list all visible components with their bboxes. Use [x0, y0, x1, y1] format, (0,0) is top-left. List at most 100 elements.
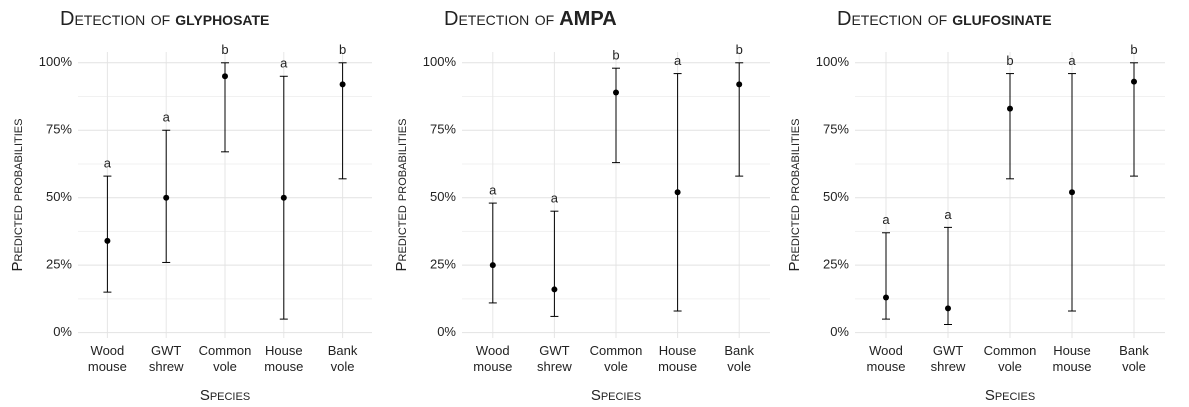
y-axis-label: Predicted probabilities: [786, 119, 803, 272]
x-tick-line: House: [659, 343, 697, 358]
x-tick-line: vole: [1122, 359, 1146, 374]
group-letter: b: [612, 48, 619, 63]
x-tick-label: Bank vole: [1119, 343, 1149, 374]
point: [1007, 105, 1013, 112]
x-tick-line: shrew: [149, 359, 184, 374]
x-tick-line: Wood: [91, 343, 125, 358]
group-letter: a: [280, 56, 288, 71]
group-letter: a: [489, 183, 497, 198]
y-tick-label: 75%: [823, 122, 849, 137]
x-tick-label: Bank vole: [328, 343, 358, 374]
x-tick-line: mouse: [473, 359, 512, 374]
point: [104, 237, 111, 244]
y-tick-label: 25%: [46, 257, 72, 272]
y-tick-label: 0%: [437, 324, 456, 339]
panel: Detection of glufosinate 0% 25% 50% 75% 100% Pr…: [786, 8, 1165, 404]
title-compound: glyphosate: [175, 8, 269, 30]
x-tick-line: mouse: [658, 359, 697, 374]
x-tick-label: Common vole: [199, 343, 252, 374]
x-tick-line: Common: [199, 343, 252, 358]
point: [883, 294, 889, 301]
x-tick-line: Wood: [869, 343, 903, 358]
x-tick-line: House: [1053, 343, 1091, 358]
y-tick-label: 50%: [430, 189, 456, 204]
x-tick-line: vole: [998, 359, 1022, 374]
x-tick-line: shrew: [537, 359, 572, 374]
title-text: Detection of: [60, 8, 170, 30]
x-tick-label: Common vole: [590, 343, 643, 374]
point: [339, 81, 346, 88]
y-axis-label: Predicted probabilities: [393, 119, 410, 272]
y-tick-label: 100%: [423, 54, 457, 69]
point: [613, 89, 619, 96]
point: [674, 189, 681, 196]
x-tick-line: Bank: [1119, 343, 1149, 358]
title-text: Detection of: [837, 8, 947, 30]
x-tick-label: GWT shrew: [931, 343, 966, 374]
x-axis-label: Species: [985, 387, 1035, 404]
x-tick-label: Wood mouse: [88, 343, 127, 374]
x-tick-line: GWT: [151, 343, 181, 358]
y-tick-label: 50%: [823, 189, 849, 204]
point: [1131, 78, 1137, 85]
x-axis-label: Species: [591, 387, 641, 404]
chart-title: Detection of glufosinate: [837, 8, 1052, 30]
group-letter: b: [221, 42, 228, 57]
x-tick-line: House: [265, 343, 303, 358]
group-letter: a: [163, 110, 171, 125]
point: [280, 194, 287, 201]
group-letter: a: [104, 156, 112, 171]
chart-title: Detection of AMPA: [444, 8, 617, 30]
group-letter: a: [674, 53, 682, 68]
y-axis-label: Predicted probabilities: [9, 119, 26, 272]
y-tick-label: 25%: [823, 257, 849, 272]
y-tick-label: 50%: [46, 189, 72, 204]
group-letter: b: [1006, 53, 1013, 68]
y-tick-label: 100%: [39, 54, 73, 69]
group-letter: a: [944, 207, 952, 222]
x-tick-label: House mouse: [658, 343, 697, 374]
x-axis-label: Species: [200, 387, 250, 404]
group-letter: a: [1068, 53, 1076, 68]
x-tick-line: shrew: [931, 359, 966, 374]
title-compound: AMPA: [559, 8, 616, 30]
x-tick-line: Common: [984, 343, 1037, 358]
x-tick-line: Bank: [724, 343, 754, 358]
point: [1069, 189, 1075, 196]
x-tick-label: House mouse: [264, 343, 303, 374]
x-tick-line: vole: [727, 359, 751, 374]
x-tick-line: vole: [213, 359, 237, 374]
group-letter: a: [882, 212, 890, 227]
point: [736, 81, 743, 88]
x-tick-label: GWT shrew: [537, 343, 572, 374]
x-tick-line: vole: [604, 359, 628, 374]
x-tick-label: Bank vole: [724, 343, 754, 374]
y-tick-label: 100%: [816, 54, 850, 69]
point: [489, 262, 496, 269]
x-tick-line: Bank: [328, 343, 358, 358]
y-tick-label: 25%: [430, 257, 456, 272]
y-tick-label: 75%: [46, 122, 72, 137]
point: [945, 305, 951, 312]
group-letter: b: [736, 42, 743, 57]
x-tick-label: Wood mouse: [866, 343, 905, 374]
y-tick-label: 75%: [430, 122, 456, 137]
x-tick-line: mouse: [88, 359, 127, 374]
x-tick-line: vole: [331, 359, 355, 374]
title-text: Detection of: [444, 8, 554, 30]
x-tick-line: Wood: [476, 343, 510, 358]
x-tick-line: mouse: [264, 359, 303, 374]
x-tick-line: mouse: [1052, 359, 1091, 374]
point: [163, 194, 170, 201]
group-letter: b: [339, 42, 346, 57]
x-tick-label: GWT shrew: [149, 343, 184, 374]
group-letter: a: [551, 191, 559, 206]
point: [222, 73, 228, 80]
y-tick-label: 0%: [830, 324, 849, 339]
x-tick-label: Common vole: [984, 343, 1037, 374]
x-tick-label: Wood mouse: [473, 343, 512, 374]
point: [551, 286, 558, 293]
x-tick-line: mouse: [866, 359, 905, 374]
title-compound: glufosinate: [952, 8, 1051, 30]
